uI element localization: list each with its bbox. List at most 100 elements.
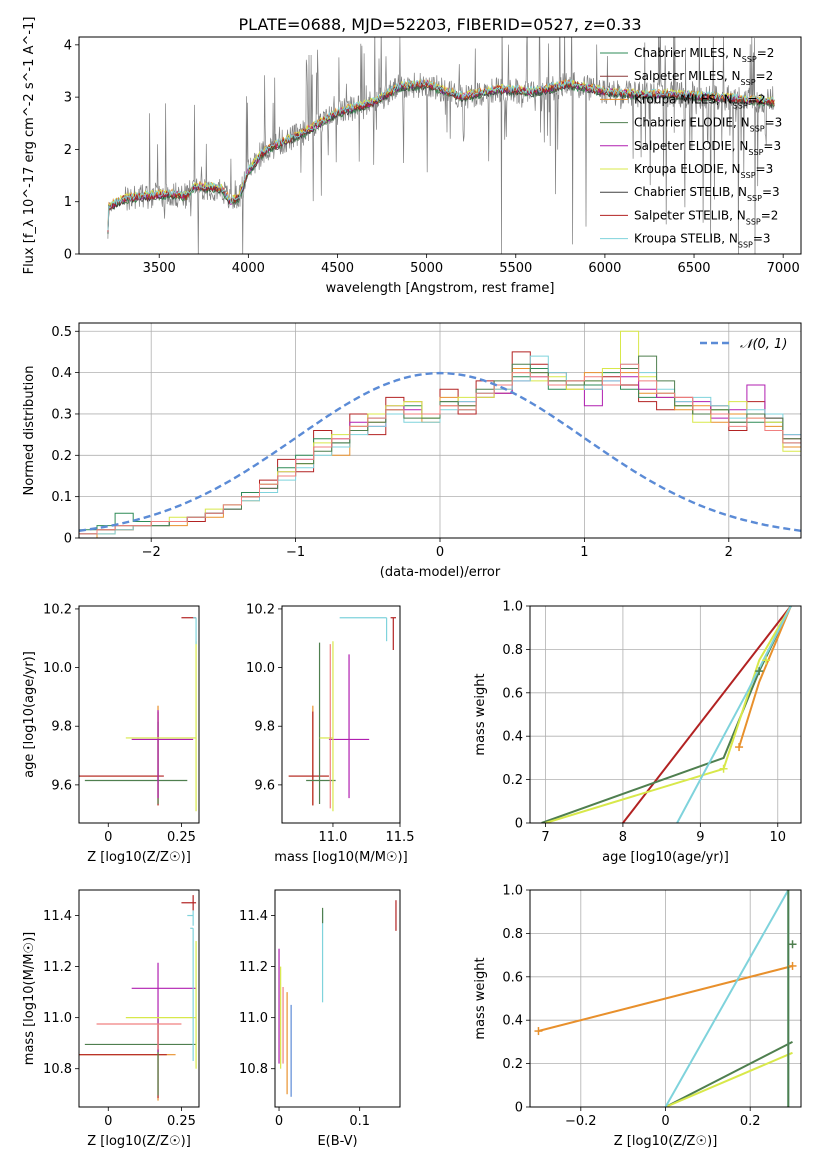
model-line-8	[107, 78, 775, 231]
y-tick-label: 9.8	[254, 720, 275, 735]
legend-label-sub: SSP	[748, 147, 763, 156]
y-tick-label: 11.4	[239, 909, 268, 924]
x-tick-label: 8	[619, 830, 627, 845]
series-line-1	[665, 1041, 793, 1107]
panel-spectrum: 3500 4000 4500 5000 5500 6000 6500 7000 0 1 2 3 4 wav…	[22, 17, 802, 296]
x-tick-label: 0	[104, 830, 112, 845]
axes-frame	[281, 605, 401, 824]
legend-label: Salpeter STELIB, NSSP=2	[634, 208, 778, 226]
legend-label-sub: SSP	[741, 171, 756, 180]
histogram-step-5	[79, 355, 801, 535]
x-tick-label: 0.25	[167, 1114, 196, 1129]
panel-age-vs-mass: 11.0 11.5 9.6 9.8 10.0 10.2 mass [log10(M/M☉)]	[246, 602, 414, 865]
legend-label: Salpeter MILES, NSSP=2	[634, 69, 773, 87]
y-tick-label: 1	[64, 195, 72, 210]
x-tick-label: 0.1	[349, 1114, 370, 1129]
y-tick-label: 11.2	[239, 960, 268, 975]
plot-area	[79, 330, 801, 538]
gaussian-reference-line	[79, 371, 801, 532]
y-tick-label: 9.6	[51, 778, 72, 793]
legend-label-tail: =2	[761, 208, 779, 222]
x-axis-label: E(B-V)	[317, 1134, 357, 1149]
plot-area	[288, 617, 396, 812]
x-tick-label: 0	[436, 545, 444, 560]
legend-label-sub: SSP	[750, 124, 765, 133]
y-tick-label: 2	[64, 143, 72, 158]
plot-area	[278, 900, 397, 1097]
x-tick-label: 5500	[499, 261, 532, 276]
figure-title: PLATE=0688, MJD=52203, FIBERID=0527, z=0…	[238, 15, 641, 34]
series-line-0	[622, 606, 792, 823]
y-tick-label: 0.2	[502, 1057, 523, 1072]
legend-label-sub: SSP	[746, 217, 761, 226]
y-axis-label: Normed distribution	[22, 366, 37, 496]
x-tick-label: 10	[769, 830, 786, 845]
series-line-4	[676, 606, 792, 823]
y-tick-label: 10.0	[246, 661, 275, 676]
x-tick-label: 0	[661, 1114, 669, 1129]
axes-frame	[529, 605, 802, 824]
legend-label-sub: SSP	[747, 194, 762, 203]
plot-area	[79, 895, 197, 1101]
x-tick-label: 7	[541, 830, 549, 845]
x-axis-label: Z [log10(Z/Z☉)]	[87, 1134, 191, 1149]
x-axis-label: wavelength [Angstrom, rest frame]	[326, 281, 555, 296]
legend-label: Kroupa ELODIE, NSSP=3	[634, 162, 773, 180]
x-tick-label: 4000	[232, 261, 265, 276]
legend-label-tail: =3	[756, 162, 774, 176]
panel-massweight-vs-z: −0.2 0 0.2 0 0.2 0.4 0.6 0.8 1.0 Z [log10(Z/Z☉)] m…	[473, 884, 802, 1149]
x-tick-label: 4500	[321, 261, 354, 276]
y-tick-label: 3	[64, 91, 72, 106]
legend-label-sub: SSP	[738, 240, 753, 249]
y-tick-label: 1.0	[502, 884, 523, 899]
axes-frame	[78, 889, 200, 1108]
legend-label-tail: =3	[763, 139, 781, 153]
y-tick-label: 0	[64, 248, 72, 263]
y-tick-label: 11.0	[239, 1011, 268, 1026]
x-tick-label: 7000	[767, 261, 800, 276]
legend-label-sub: SSP	[742, 55, 757, 64]
x-tick-label: 0.25	[167, 830, 196, 845]
y-tick-label: 10.8	[43, 1062, 72, 1077]
y-tick-label: 4	[64, 38, 72, 53]
y-tick-label: 10.2	[246, 602, 275, 617]
x-tick-label: 9	[696, 830, 704, 845]
plot-area	[534, 890, 797, 1107]
x-tick-label: 0	[104, 1114, 112, 1129]
legend-label: Chabrier STELIB, NSSP=3	[634, 185, 780, 203]
y-axis-label: mass weight	[473, 957, 488, 1039]
y-tick-label: 11.4	[43, 909, 72, 924]
legend-label-tail: =3	[762, 185, 780, 199]
panel-mass-vs-z: 0 0.25 10.8 11.0 11.2 11.4 Z [log10(Z/Z☉)] mass…	[22, 889, 200, 1149]
histogram-step-2	[79, 368, 801, 531]
legend-label-tail: =3	[753, 232, 771, 246]
series-line-2	[665, 1051, 793, 1107]
y-axis-label: age [log10(age/yr)]	[22, 651, 37, 778]
x-tick-label: −0.2	[565, 1114, 597, 1129]
y-tick-label: 0.2	[502, 773, 523, 788]
y-tick-label: 10.8	[239, 1062, 268, 1077]
x-axis-label: age [log10(age/yr)]	[602, 850, 729, 865]
legend-label: Salpeter ELODIE, NSSP=3	[634, 139, 781, 157]
x-tick-label: 5000	[410, 261, 443, 276]
y-tick-label: 0.4	[502, 1014, 523, 1029]
series-line-3	[738, 606, 792, 748]
series-line-2	[545, 606, 792, 823]
y-tick-label: 0.4	[51, 366, 72, 381]
legend-label-tail: =3	[765, 116, 783, 130]
histogram-step-1	[79, 368, 801, 538]
y-tick-label: 0.4	[502, 730, 523, 745]
y-tick-label: 10.0	[43, 661, 72, 676]
plot-area	[79, 617, 197, 812]
legend-label-sub: SSP	[733, 101, 748, 110]
x-tick-label: 6000	[588, 261, 621, 276]
x-tick-label: 0	[275, 1114, 283, 1129]
y-tick-label: 9.8	[51, 720, 72, 735]
x-axis-label: Z [log10(Z/Z☉)]	[87, 850, 191, 865]
axes-frame	[274, 889, 401, 1108]
y-tick-label: 0	[515, 1101, 523, 1116]
x-axis-label: mass [log10(M/M☉)]	[274, 850, 407, 865]
y-tick-label: 0.5	[51, 325, 72, 340]
y-axis-label: Flux [f_λ 10^-17 erg cm^-2 s^-1 A^-1]	[22, 17, 37, 275]
histogram-step-0	[79, 351, 801, 535]
